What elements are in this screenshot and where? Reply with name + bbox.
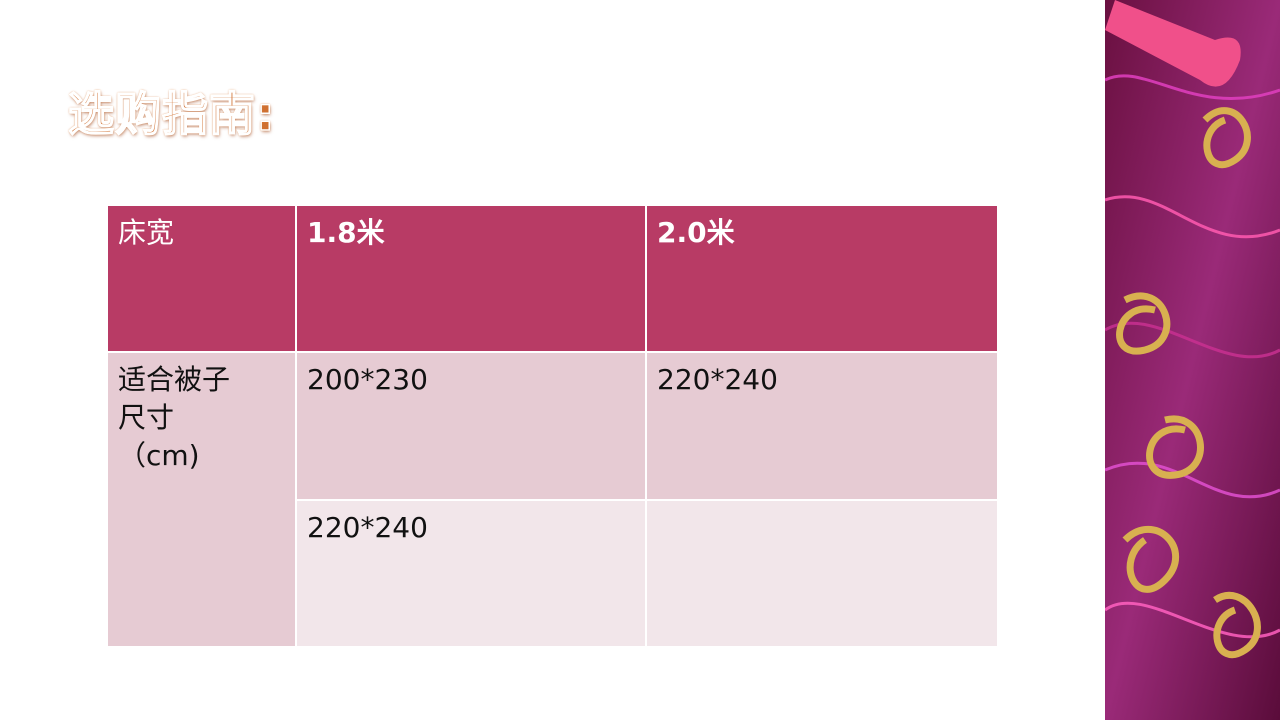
row-label-line: （cm) [118,439,200,472]
table-cell: 220*240 [297,501,645,646]
header-cell: 床宽 [108,206,295,351]
header-cell: 1.8米 [297,206,645,351]
table-cell: 220*240 [647,353,997,499]
title: 选购指南: [67,78,275,144]
table-cell: 200*230 [297,353,645,499]
empty-cell [647,501,997,646]
row-label-line: 适合被子 [118,363,231,396]
header-cell: 2.0米 [647,206,997,351]
row-label-cell: 适合被子 尺寸 （cm) [108,353,295,646]
row-label-line: 尺寸 [118,401,175,434]
decorative-image [1105,0,1280,720]
